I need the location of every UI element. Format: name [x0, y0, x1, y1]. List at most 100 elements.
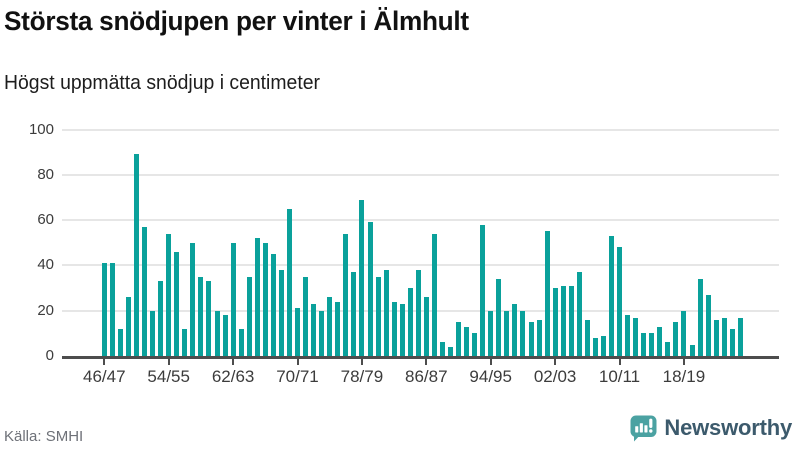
bar	[713, 319, 719, 356]
x-tick-label: 18/19	[662, 367, 706, 386]
bar	[625, 315, 630, 356]
bar	[464, 326, 470, 356]
y-tick-label: 40	[37, 256, 54, 274]
gridline	[62, 128, 779, 131]
bar	[448, 346, 453, 356]
y-tick-label: 20	[37, 301, 54, 319]
x-tick-label: 78/79	[340, 367, 384, 386]
x-tick-label: 70/71	[276, 367, 319, 386]
bar	[737, 317, 743, 356]
bar	[456, 322, 461, 356]
bar	[270, 254, 276, 356]
newsworthy-logo: Newsworthy	[630, 413, 792, 443]
gridline	[62, 219, 779, 222]
y-tick-label: 60	[37, 211, 54, 229]
newsworthy-logo-icon	[630, 415, 657, 441]
bar	[407, 288, 413, 356]
bar	[560, 285, 566, 356]
bar	[488, 310, 494, 356]
bar	[504, 310, 510, 356]
bar	[423, 297, 429, 356]
bar	[295, 308, 300, 356]
bar	[246, 276, 252, 356]
bar	[150, 310, 156, 356]
x-tick-mark	[103, 359, 106, 365]
x-tick-mark	[554, 359, 557, 365]
bar	[101, 263, 107, 356]
bar	[303, 276, 309, 356]
bar	[697, 279, 703, 356]
bar	[254, 238, 260, 356]
bar	[262, 242, 268, 356]
bar	[238, 328, 244, 356]
x-tick-label: 86/87	[405, 367, 448, 386]
bar	[657, 326, 663, 356]
bar	[351, 272, 357, 356]
bar	[142, 226, 147, 356]
x-tick-mark	[682, 359, 685, 365]
x-tick-mark	[167, 359, 170, 365]
x-tick-mark	[618, 359, 621, 365]
bar	[633, 317, 639, 356]
x-tick-label: 02/03	[533, 367, 577, 386]
x-tick-mark	[360, 359, 363, 365]
bar	[278, 269, 284, 356]
y-tick-label: 0	[45, 347, 54, 364]
bar	[649, 333, 655, 356]
x-tick-label: 10/11	[598, 367, 641, 386]
bar	[576, 272, 582, 356]
x-tick-label: 46/47	[83, 367, 126, 386]
bar	[617, 247, 622, 356]
bar	[335, 301, 341, 356]
gridline	[62, 173, 779, 176]
bar	[375, 276, 381, 356]
bar	[431, 233, 437, 356]
bar	[222, 315, 228, 356]
bar	[592, 337, 598, 356]
bar	[496, 279, 502, 356]
bar	[584, 319, 590, 356]
bar	[327, 297, 333, 356]
chart-title: Största snödjupen per vinter i Älmhult	[4, 6, 469, 36]
bar	[198, 276, 204, 356]
x-tick-mark	[489, 359, 492, 365]
bar	[174, 251, 180, 356]
x-tick-label: 94/95	[469, 367, 512, 386]
bar	[609, 236, 614, 356]
bar	[681, 310, 687, 356]
x-tick-label: 62/63	[211, 367, 255, 386]
bar	[415, 269, 421, 356]
bar	[319, 310, 325, 356]
x-tick-label: 54/55	[147, 367, 190, 386]
bar	[359, 199, 365, 356]
bar	[689, 344, 695, 356]
gridline	[62, 264, 779, 267]
bar	[552, 288, 558, 356]
y-tick-label: 100	[28, 120, 54, 138]
bar	[311, 303, 317, 356]
bar	[109, 263, 115, 356]
newsworthy-wordmark: Newsworthy	[664, 415, 792, 440]
x-tick-mark	[296, 359, 299, 365]
bar	[641, 333, 647, 356]
bar	[134, 154, 139, 356]
bar	[439, 342, 445, 356]
bar	[383, 269, 389, 356]
bar	[520, 310, 526, 356]
plot-area	[62, 120, 779, 359]
bar	[480, 224, 486, 356]
bar	[673, 322, 679, 356]
bar	[190, 242, 196, 356]
bar	[367, 222, 373, 356]
bar	[206, 281, 212, 356]
bar	[117, 328, 123, 356]
bar	[286, 208, 292, 356]
bar	[391, 301, 397, 356]
bar	[729, 328, 735, 356]
bar	[214, 310, 220, 356]
x-tick-mark	[232, 359, 235, 365]
bar	[126, 297, 131, 356]
bar	[399, 303, 405, 356]
bar	[665, 342, 671, 356]
